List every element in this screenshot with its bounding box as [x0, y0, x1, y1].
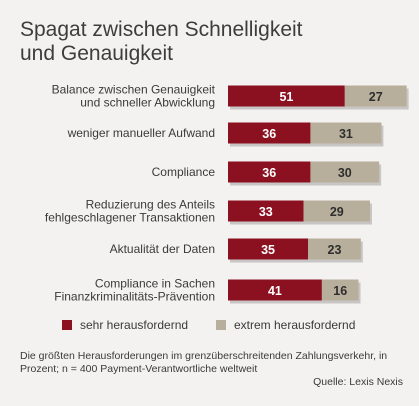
legend-swatch-extrem [216, 320, 226, 330]
footnote: Die größten Herausforderungen im grenzüb… [20, 350, 388, 375]
bar-extrem [303, 200, 370, 222]
data-label: 36 [262, 127, 276, 141]
chart-title-line-1: Spagat zwischen Schnelligkeit [20, 18, 303, 41]
data-label: 16 [333, 284, 347, 298]
category-label: Finanzkriminalitäts-Prävention [54, 290, 215, 304]
bar-extrem [344, 85, 407, 107]
legend-label-extrem: extrem herausfordernd [234, 318, 356, 332]
bar-sehr [228, 279, 322, 301]
category-label: Reduzierung des Anteils [86, 198, 215, 212]
bar-sehr [228, 85, 345, 107]
legend-label-sehr: sehr herausfordernd [80, 318, 189, 332]
data-label: 36 [262, 166, 276, 180]
data-label: 31 [339, 127, 353, 141]
category-label: und schneller Abwicklung [80, 96, 215, 110]
data-label: 41 [268, 284, 282, 298]
bar-extrem [310, 122, 382, 144]
bar-extrem [321, 279, 359, 301]
legend-swatch-sehr [62, 320, 72, 330]
bar-sehr [228, 238, 309, 260]
data-label: 35 [261, 243, 275, 257]
data-label: 30 [338, 166, 352, 180]
bar-sehr [228, 200, 304, 222]
legend-item-sehr: sehr herausfordernd [62, 318, 188, 332]
chart-title: Spagat zwischen Schnelligkeit und Genaui… [20, 18, 380, 66]
category-label: fehlgeschlagener Transaktionen [45, 211, 215, 225]
category-label: weniger manueller Aufwand [67, 126, 215, 140]
bar-extrem [310, 161, 380, 183]
source: Quelle: Lexis Nexis [313, 376, 403, 388]
category-label: Balance zwischen Genauigkeit [52, 83, 216, 97]
category-label: Compliance in Sachen [95, 277, 215, 291]
data-label: 33 [259, 205, 273, 219]
bar-sehr [228, 122, 311, 144]
category-label: Compliance [152, 165, 216, 179]
data-label: 51 [279, 90, 293, 104]
bar-extrem [308, 238, 361, 260]
chart-title-line-2: und Genauigkeit [20, 42, 173, 65]
legend-item-extrem: extrem herausfordernd [216, 318, 355, 332]
data-label: 27 [369, 90, 383, 104]
data-label: 29 [330, 205, 344, 219]
data-label: 23 [328, 243, 342, 257]
bar-sehr [228, 161, 311, 183]
category-label: Aktualität der Daten [110, 242, 215, 256]
